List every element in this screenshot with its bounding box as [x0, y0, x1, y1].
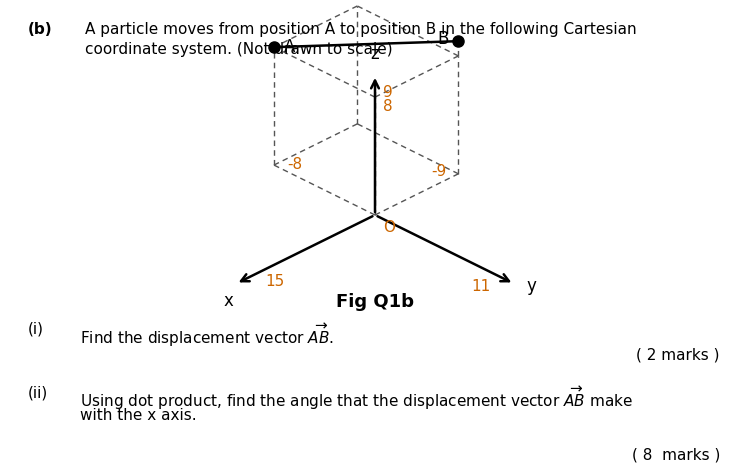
- Text: 9: 9: [383, 85, 393, 100]
- Text: 8: 8: [383, 99, 393, 114]
- Text: -9: -9: [432, 164, 447, 179]
- Text: 15: 15: [265, 274, 285, 290]
- Text: Using dot product, find the angle that the displacement vector $\overrightarrow{: Using dot product, find the angle that t…: [80, 385, 633, 412]
- Text: (ii): (ii): [28, 385, 48, 400]
- Text: (b): (b): [28, 22, 53, 37]
- Text: x: x: [223, 292, 233, 310]
- Text: with the x axis.: with the x axis.: [80, 408, 197, 423]
- Text: ( 8  marks ): ( 8 marks ): [632, 448, 720, 463]
- Text: -8: -8: [287, 156, 302, 172]
- Text: z: z: [371, 45, 379, 63]
- Text: A particle moves from position A to position B in the following Cartesian: A particle moves from position A to posi…: [85, 22, 637, 37]
- Text: (i): (i): [28, 322, 44, 337]
- Text: 11: 11: [472, 279, 491, 293]
- Text: y: y: [526, 277, 535, 295]
- Text: A: A: [284, 38, 295, 56]
- Text: ( 2 marks ): ( 2 marks ): [637, 348, 720, 363]
- Text: B: B: [437, 30, 448, 48]
- Text: coordinate system. (Not drawn to scale): coordinate system. (Not drawn to scale): [85, 42, 393, 57]
- Text: Find the displacement vector $\overrightarrow{AB}$.: Find the displacement vector $\overright…: [80, 322, 334, 349]
- Text: Fig Q1b: Fig Q1b: [336, 293, 414, 311]
- Text: O: O: [383, 220, 395, 235]
